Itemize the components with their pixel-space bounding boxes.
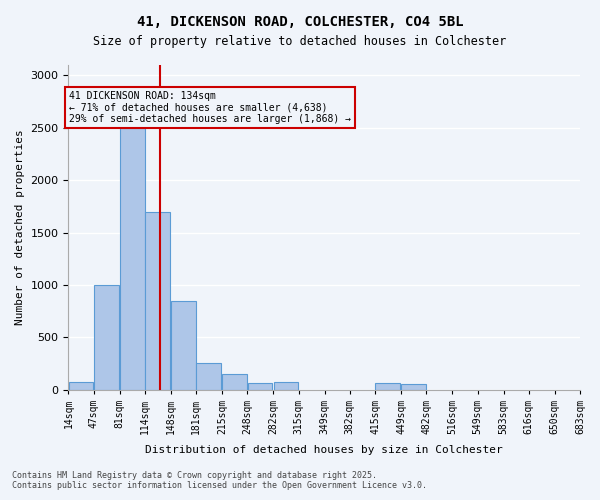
Bar: [120, 128, 145, 390]
Bar: [145, 212, 170, 390]
Text: Contains HM Land Registry data © Crown copyright and database right 2025.
Contai: Contains HM Land Registry data © Crown c…: [12, 470, 427, 490]
Bar: [196, 364, 221, 390]
Bar: [68, 382, 94, 390]
Text: 41, DICKENSON ROAD, COLCHESTER, CO4 5BL: 41, DICKENSON ROAD, COLCHESTER, CO4 5BL: [137, 15, 463, 29]
Bar: [223, 374, 247, 390]
Bar: [274, 382, 298, 390]
Text: 41 DICKENSON ROAD: 134sqm
← 71% of detached houses are smaller (4,638)
29% of se: 41 DICKENSON ROAD: 134sqm ← 71% of detac…: [69, 91, 351, 124]
Bar: [401, 384, 426, 390]
Bar: [94, 285, 119, 390]
Y-axis label: Number of detached properties: Number of detached properties: [15, 130, 25, 325]
Bar: [248, 384, 272, 390]
Bar: [171, 300, 196, 390]
X-axis label: Distribution of detached houses by size in Colchester: Distribution of detached houses by size …: [145, 445, 503, 455]
Text: Size of property relative to detached houses in Colchester: Size of property relative to detached ho…: [94, 35, 506, 48]
Bar: [375, 384, 400, 390]
